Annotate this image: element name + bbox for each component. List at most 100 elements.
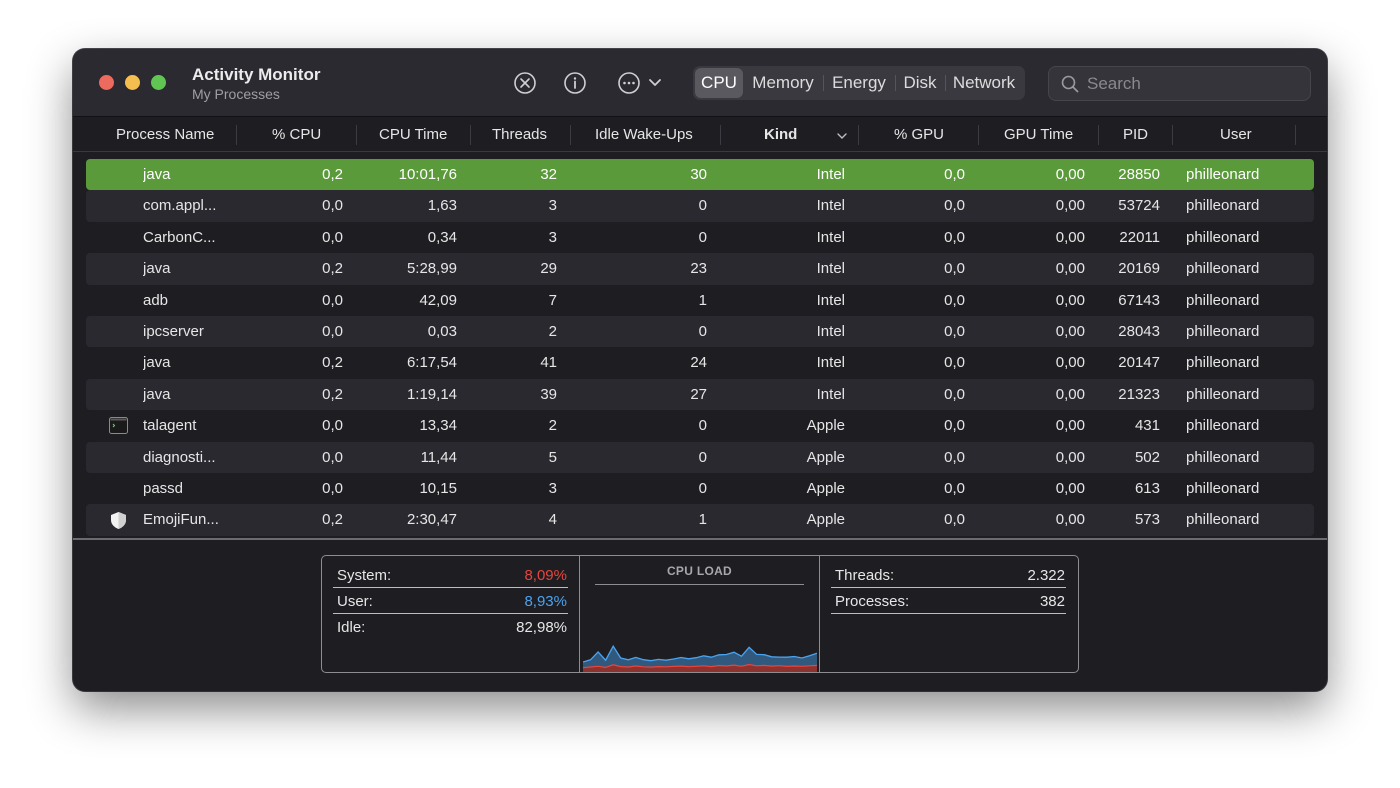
tab-memory[interactable]: Memory: [752, 73, 814, 92]
threads-stat: Threads: 2.322: [831, 562, 1066, 588]
tab-network[interactable]: Network: [945, 68, 1023, 98]
processes-label: Processes:: [835, 593, 910, 610]
system-load-line: [583, 663, 817, 669]
column-separator[interactable]: [470, 125, 471, 145]
column-separator[interactable]: [1098, 125, 1099, 145]
system-stat: System: 8,09%: [333, 562, 568, 588]
processes-value: 382: [1039, 593, 1065, 610]
more-options-icon[interactable]: [617, 71, 641, 95]
table-row[interactable]: passd 0,0 10,15 3 0 Apple 0,0 0,00 613 philleonar…: [86, 473, 1314, 504]
table-row[interactable]: EmojiFun... 0,2 2:30,47 4 1 Apple 0,0 0,00 573 ph…: [86, 504, 1314, 536]
table-row[interactable]: java 0,2 10:01,76 32 30 Intel 0,0 0,00 28850 phil…: [86, 159, 1314, 191]
cpu-time-cell: 6:17,54: [406, 354, 457, 372]
process-name-cell: java: [143, 166, 171, 183]
column-separator[interactable]: [858, 125, 859, 145]
gpu-time-cell: 0,00: [1055, 385, 1085, 403]
table-row[interactable]: ipcserver 0,0 0,03 2 0 Intel 0,0 0,00 28043 phill…: [86, 315, 1314, 348]
tab-energy[interactable]: Energy: [823, 68, 895, 98]
kind-cell: Intel: [816, 322, 845, 340]
table-row[interactable]: CarbonC... 0,0 0,34 3 0 Intel 0,0 0,00 22011 phil…: [86, 222, 1314, 253]
idle-wake-ups-cell: 30: [690, 166, 707, 183]
gpu-cell: 0,0: [944, 260, 965, 278]
column-separator[interactable]: [1172, 125, 1173, 145]
column-cpu[interactable]: % CPU: [272, 126, 322, 143]
search-input[interactable]: [1087, 71, 1297, 97]
user-cell: philleonard: [1186, 354, 1260, 372]
column-user[interactable]: User: [1220, 126, 1252, 143]
column-separator[interactable]: [1295, 125, 1296, 145]
gpu-cell: 0,0: [944, 448, 965, 466]
column-pid[interactable]: PID: [1123, 126, 1149, 143]
column-idle-wake-ups[interactable]: Idle Wake-Ups: [595, 126, 693, 143]
table-row[interactable]: com.appl... 0,0 1,63 3 0 Intel 0,0 0,00 53724 phi…: [86, 190, 1314, 222]
pid-cell: 573: [1134, 511, 1160, 529]
zoom-window-button[interactable]: [151, 75, 166, 90]
terminal-icon: [109, 417, 128, 435]
kind-cell: Apple: [806, 448, 845, 466]
column-separator[interactable]: [570, 125, 571, 145]
idle-wake-ups-cell: 0: [698, 417, 707, 435]
column-gpu[interactable]: % GPU: [894, 126, 945, 143]
user-cell: philleonard: [1186, 291, 1260, 309]
threads-cell: 2: [548, 417, 557, 435]
process-name-cell: java: [143, 354, 171, 372]
table-row[interactable]: diagnosti... 0,0 11,44 5 0 Apple 0,0 0,00 502 phi…: [86, 441, 1314, 473]
threads-cell: 5: [548, 448, 557, 466]
cpu-cell: 0,0: [322, 322, 343, 340]
cpu-time-cell: 2:30,47: [406, 511, 457, 529]
user-stat: User: 8,93%: [333, 588, 568, 614]
gpu-time-cell: 0,00: [1055, 322, 1085, 340]
minimize-window-button[interactable]: [125, 75, 140, 90]
pid-cell: 21323: [1118, 385, 1160, 403]
idle-stat: Idle: 82,98%: [333, 614, 568, 640]
stop-process-icon[interactable]: [513, 71, 537, 95]
activity-monitor-window: Activity Monitor My Processes CPU Memory…: [73, 49, 1327, 691]
column-kind[interactable]: Kind: [764, 126, 798, 143]
user-cell: philleonard: [1186, 228, 1260, 246]
tab-disk[interactable]: Disk: [895, 68, 945, 98]
pid-cell: 28850: [1118, 166, 1160, 183]
threads-cell: 3: [548, 228, 557, 246]
gpu-time-cell: 0,00: [1055, 479, 1085, 497]
table-row[interactable]: java 0,2 5:28,99 29 23 Intel 0,0 0,00 20169 phill…: [86, 253, 1314, 285]
table-row[interactable]: talagent 0,0 13,34 2 0 Apple 0,0 0,00 431 philleo…: [86, 410, 1314, 441]
info-icon[interactable]: [563, 71, 587, 95]
system-value: 8,09%: [524, 567, 567, 584]
table-row[interactable]: java 0,2 1:19,14 39 27 Intel 0,0 0,00 21323 phill…: [86, 378, 1314, 411]
idle-wake-ups-cell: 1: [698, 511, 707, 529]
table-row[interactable]: java 0,2 6:17,54 41 24 Intel 0,0 0,00 20147 phill…: [86, 347, 1314, 378]
column-threads[interactable]: Threads: [492, 126, 548, 143]
gpu-cell: 0,0: [944, 228, 965, 246]
user-cell: philleonard: [1186, 166, 1260, 183]
close-window-button[interactable]: [99, 75, 114, 90]
pid-cell: 613: [1134, 479, 1160, 497]
sort-chevron-icon[interactable]: [837, 132, 847, 140]
column-separator[interactable]: [978, 125, 979, 145]
gpu-time-cell: 0,00: [1055, 511, 1085, 529]
column-process-name[interactable]: Process Name: [116, 126, 215, 143]
gpu-cell: 0,0: [944, 291, 965, 309]
cpu-load-chart: [583, 644, 817, 672]
chevron-down-icon[interactable]: [648, 77, 662, 89]
tab-cpu[interactable]: CPU: [695, 68, 743, 98]
column-separator[interactable]: [236, 125, 237, 145]
column-separator[interactable]: [356, 125, 357, 145]
idle-wake-ups-cell: 0: [698, 448, 707, 466]
threads-cell: 4: [548, 511, 557, 529]
user-load-line: [583, 644, 817, 663]
user-cell: philleonard: [1186, 260, 1260, 278]
column-cpu-time[interactable]: CPU Time: [379, 126, 448, 143]
split-divider[interactable]: [73, 538, 1327, 540]
column-gpu-time[interactable]: GPU Time: [1004, 126, 1074, 143]
search-field[interactable]: [1048, 66, 1311, 101]
cpu-time-cell: 42,09: [419, 291, 457, 309]
gpu-time-cell: 0,00: [1055, 197, 1085, 215]
pid-cell: 20147: [1118, 354, 1160, 372]
column-separator[interactable]: [720, 125, 721, 145]
app-subtitle[interactable]: My Processes: [192, 86, 280, 102]
kind-cell: Intel: [816, 260, 845, 278]
user-cell: philleonard: [1186, 511, 1260, 529]
gpu-time-cell: 0,00: [1055, 354, 1085, 372]
table-row[interactable]: adb 0,0 42,09 7 1 Intel 0,0 0,00 67143 philleonar…: [86, 285, 1314, 316]
gpu-cell: 0,0: [944, 479, 965, 497]
